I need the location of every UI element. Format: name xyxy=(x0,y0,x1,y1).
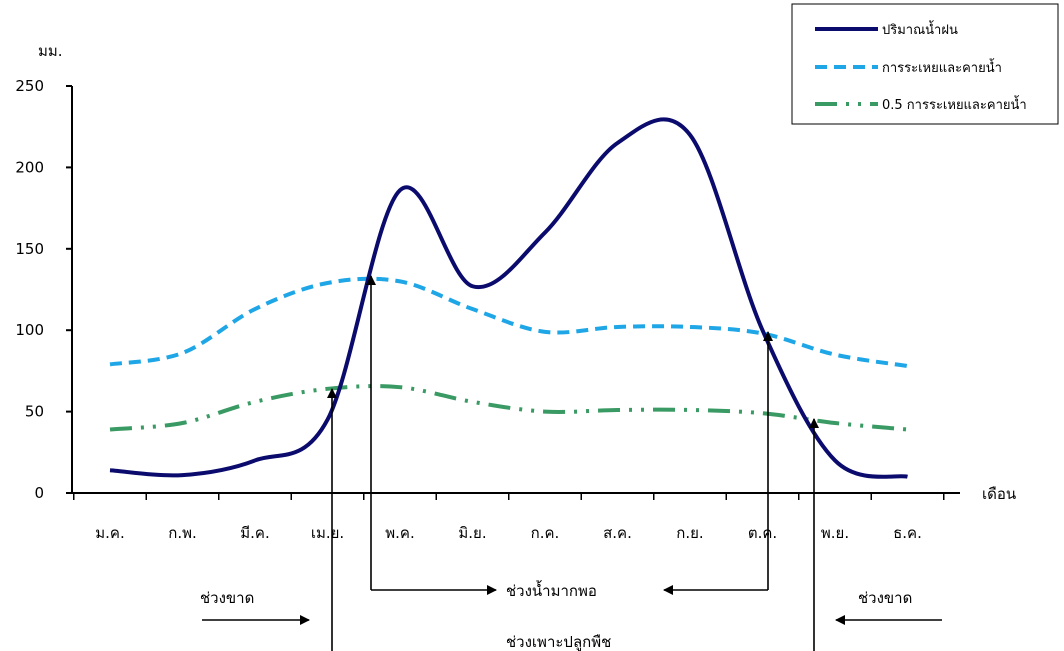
legend: ปริมาณน้ำฝน การระเหยและคายน้ำ 0.5 การระเ… xyxy=(791,3,1059,125)
growing-label: ช่วงเพาะปลูกพืช xyxy=(506,633,611,651)
deficit-left-label: ช่วงขาด xyxy=(200,589,254,607)
legend-label-rainfall: ปริมาณน้ำฝน xyxy=(882,20,958,38)
deficit-right-label: ช่วงขาด xyxy=(858,589,912,607)
x-tick-label: ม.ค. xyxy=(95,524,124,542)
y-axis-title: มม. xyxy=(38,42,63,60)
x-tick-label: ก.พ. xyxy=(168,524,197,542)
x-tick-label: พ.ย. xyxy=(821,524,849,542)
legend-label-half-evapotranspiration: 0.5 การระเหยและคายน้ำ xyxy=(882,95,1027,113)
surplus-label: ช่วงน้ำมากพอ xyxy=(506,580,597,600)
series-half-evapotranspiration-line xyxy=(109,384,908,432)
annotation-arrows xyxy=(202,275,942,651)
x-tick-label: ก.ย. xyxy=(676,524,703,542)
x-tick-label: ต.ค. xyxy=(748,524,777,542)
y-tick-label: 200 xyxy=(15,158,44,176)
x-ticks: ม.ค. ก.พ. มี.ค. เม.ย. พ.ค. มิ.ย. ก.ค. ส.ค. ก.ย. ต… xyxy=(73,493,945,542)
y-tick-label: 150 xyxy=(15,240,44,258)
x-tick-label: ก.ค. xyxy=(531,524,560,542)
series-rainfall-line xyxy=(109,117,908,479)
x-tick-label: มี.ค. xyxy=(240,524,269,542)
x-tick-label: มิ.ย. xyxy=(458,524,486,542)
x-tick-label: ธ.ค. xyxy=(893,524,922,542)
series-evapotranspiration-line xyxy=(109,276,908,368)
y-tick-label: 100 xyxy=(15,321,44,339)
y-tick-label: 50 xyxy=(25,403,44,421)
y-tick-label: 250 xyxy=(15,77,44,95)
x-tick-label: ส.ค. xyxy=(603,524,632,542)
x-tick-label: พ.ค. xyxy=(385,524,414,542)
y-ticks: 0 50 100 150 200 250 xyxy=(15,77,72,502)
x-tick-label: เม.ย. xyxy=(311,524,344,542)
y-tick-label: 0 xyxy=(34,484,44,502)
series-layer xyxy=(109,117,908,479)
legend-label-evapotranspiration: การระเหยและคายน้ำ xyxy=(882,58,1002,76)
x-axis-title: เดือน xyxy=(982,485,1016,503)
